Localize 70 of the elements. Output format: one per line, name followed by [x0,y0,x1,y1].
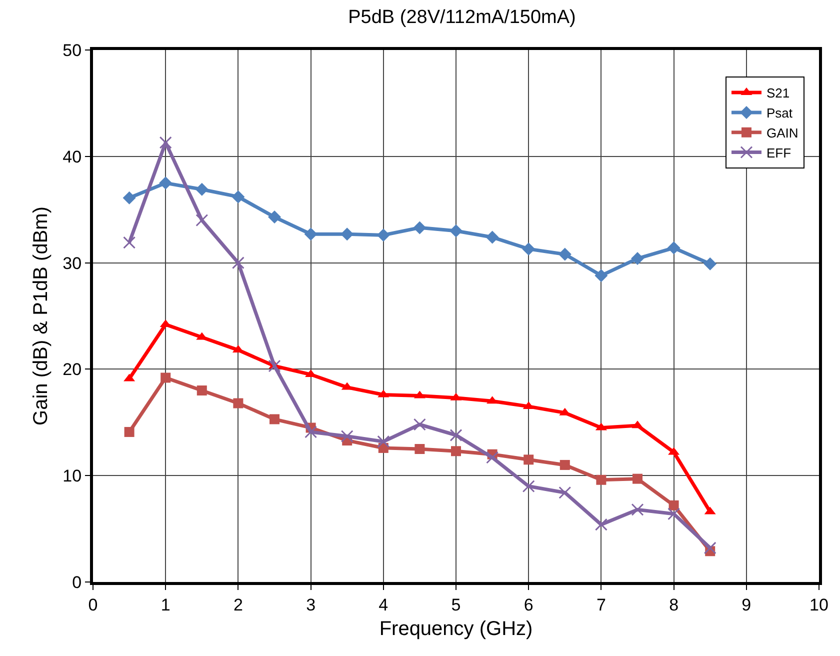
point [196,385,207,396]
point [340,228,354,241]
x-tick-label: 2 [233,595,243,614]
point [270,414,280,424]
point [631,503,644,516]
x-tick-label: 3 [306,595,316,614]
point [667,241,680,254]
x-tick-label: 9 [742,595,752,614]
y-tick-label: 40 [62,147,82,166]
y-tick-label: 0 [72,572,82,592]
point [413,221,426,234]
point [304,426,318,438]
y-tick-label: 50 [62,40,82,60]
x-axis-title: Frequency (GHz) [379,618,533,640]
point [159,136,172,149]
x-tick-label: 6 [524,595,534,614]
legend-label: GAIN [766,125,798,140]
legend-label: S21 [766,86,790,101]
point [450,224,462,238]
point [596,474,606,485]
point [377,435,390,448]
point [304,228,318,241]
point [594,518,608,531]
point [232,256,244,270]
legend-label: EFF [766,145,792,160]
point [123,236,136,249]
point [631,252,644,266]
point [414,444,425,454]
point [451,446,461,456]
x-tick-label: 1 [160,595,170,614]
point [668,500,679,510]
legend-label: Psat [766,106,793,121]
point [558,248,572,261]
y-tick-label: 30 [62,254,82,273]
y-axis-title: Gain (dB) & P1dB (dBm) [30,206,52,426]
point [233,398,244,408]
point [450,428,462,442]
point [122,191,136,204]
point [558,486,572,499]
x-tick-label: 4 [378,595,388,614]
point [268,360,281,372]
point [195,182,208,196]
point [268,210,281,224]
point [376,228,390,242]
y-tick-label: 10 [62,466,82,486]
point [524,454,534,465]
point [413,418,426,431]
point [340,430,354,442]
x-tick-label: 8 [669,595,679,614]
point [522,480,535,492]
point [232,190,245,204]
point [486,230,499,244]
point [704,257,717,270]
x-tick-label: 7 [596,595,606,614]
point [594,269,608,282]
x-tick-label: 0 [88,595,98,614]
x-tick-label: 5 [451,595,461,614]
point [124,426,134,437]
point [632,474,642,484]
point [196,214,208,226]
point [560,460,570,470]
point [704,542,716,554]
x-tick-label: 10 [810,595,828,614]
point [668,508,680,520]
point [522,242,536,256]
point [159,176,172,190]
y-tick-label: 20 [62,360,82,380]
chart-title: P5dB (28V/112mA/150mA) [348,7,576,28]
point [160,372,171,383]
point [486,451,499,464]
